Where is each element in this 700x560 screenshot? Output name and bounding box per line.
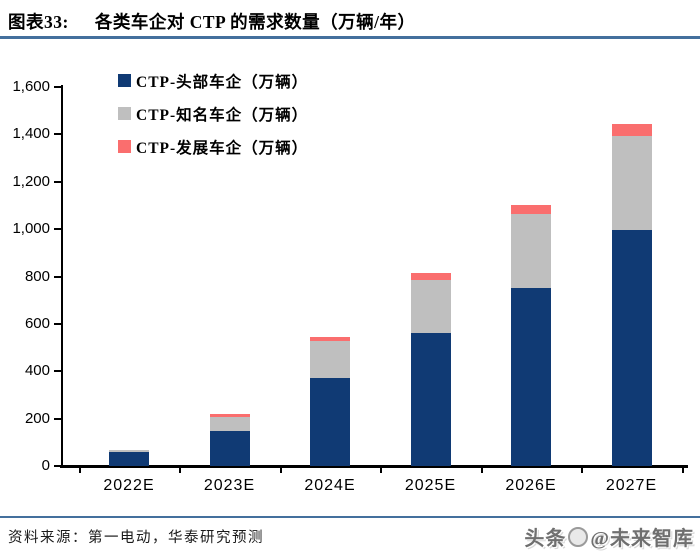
x-axis-label-2025E: 2025E xyxy=(404,477,457,494)
x-axis-label-2027E: 2027E xyxy=(605,477,658,494)
bar-segment-2023E-series0 xyxy=(209,430,250,466)
legend-label: CTP-发展车企（万辆） xyxy=(136,139,309,157)
y-axis-label: 1,200 xyxy=(12,172,50,190)
watermark-suffix: @未来智库 xyxy=(590,528,694,550)
watermark: 头条 @未来智库 xyxy=(524,522,694,551)
bar-segment-2026E-series2 xyxy=(511,205,551,215)
circle-logo-icon xyxy=(568,526,589,547)
y-axis-tick xyxy=(54,275,62,278)
legend-label: CTP-知名车企（万辆） xyxy=(136,106,309,124)
bar-segment-2027E-series1 xyxy=(611,135,652,231)
legend-label: CTP-头部车企（万辆） xyxy=(136,73,309,91)
x-axis xyxy=(60,465,688,468)
x-axis-tick xyxy=(279,465,282,473)
bar-segment-2025E-series1 xyxy=(410,280,451,334)
x-axis-tick xyxy=(179,465,182,473)
x-axis-label-2024E: 2024E xyxy=(304,477,356,494)
legend-item-1: CTP-知名车企（万辆） xyxy=(118,97,308,130)
legend-swatch-icon xyxy=(118,107,131,120)
x-axis-tick xyxy=(78,465,81,473)
x-axis-tick xyxy=(380,465,383,473)
footer-divider xyxy=(0,516,700,518)
y-axis-label: 400 xyxy=(24,362,50,380)
bar-segment-2026E-series0 xyxy=(511,288,551,466)
y-axis-tick xyxy=(54,370,62,373)
x-axis-label-2023E: 2023E xyxy=(203,477,256,494)
y-axis-label: 1,600 xyxy=(12,78,50,95)
y-axis-tick xyxy=(54,180,62,183)
y-axis-label: 200 xyxy=(24,409,50,427)
bar-segment-2023E-series2 xyxy=(209,414,250,417)
bar-segment-2024E-series0 xyxy=(310,378,350,466)
bar-segment-2024E-series1 xyxy=(310,340,350,379)
bar-segment-2022E-series1 xyxy=(109,449,149,452)
chart-legend: CTP-头部车企（万辆） CTP-知名车企（万辆） CTP-发展车企（万辆） xyxy=(118,64,308,163)
x-axis-tick xyxy=(581,465,584,473)
y-axis-label: 800 xyxy=(24,267,50,285)
y-axis-label: 1,400 xyxy=(12,125,50,143)
figure-number-label: 图表33: xyxy=(8,12,69,32)
legend-item-0: CTP-头部车企（万辆） xyxy=(118,64,308,97)
page-title: 图表33: 各类车企对 CTP 的需求数量（万辆/年） xyxy=(8,9,700,34)
y-axis-tick xyxy=(54,465,62,467)
legend-swatch-icon xyxy=(118,140,131,153)
title-divider xyxy=(0,36,700,39)
bar-segment-2027E-series0 xyxy=(611,230,652,466)
y-axis-tick xyxy=(54,133,62,136)
y-axis-label: 1,000 xyxy=(12,220,50,238)
y-axis-tick xyxy=(54,322,62,325)
y-axis-tick xyxy=(54,228,62,231)
y-axis-label: 600 xyxy=(24,314,50,332)
x-axis-label-2026E: 2026E xyxy=(505,477,557,494)
bar-segment-2025E-series2 xyxy=(410,273,451,281)
x-axis-label-2022E: 2022E xyxy=(103,477,155,494)
bar-segment-2025E-series0 xyxy=(410,333,451,466)
bar-segment-2023E-series1 xyxy=(209,416,250,431)
figure-title-text: 各类车企对 CTP 的需求数量（万辆/年） xyxy=(94,12,416,32)
bar-segment-2026E-series1 xyxy=(511,214,551,289)
bar-segment-2024E-series2 xyxy=(310,337,350,341)
x-axis-tick xyxy=(480,465,483,473)
source-note: 资料来源：第一电动，华泰研究预测 xyxy=(8,530,264,546)
y-axis-label: 0 xyxy=(41,457,50,474)
bar-segment-2022E-series0 xyxy=(109,451,149,466)
legend-item-2: CTP-发展车企（万辆） xyxy=(118,130,308,163)
bar-segment-2027E-series2 xyxy=(611,123,652,136)
x-axis-tick xyxy=(681,465,684,473)
y-axis xyxy=(61,85,63,468)
y-axis-tick xyxy=(54,86,62,88)
y-axis-tick xyxy=(54,417,62,420)
watermark-prefix: 头条 xyxy=(524,528,567,550)
legend-swatch-icon xyxy=(118,74,131,87)
